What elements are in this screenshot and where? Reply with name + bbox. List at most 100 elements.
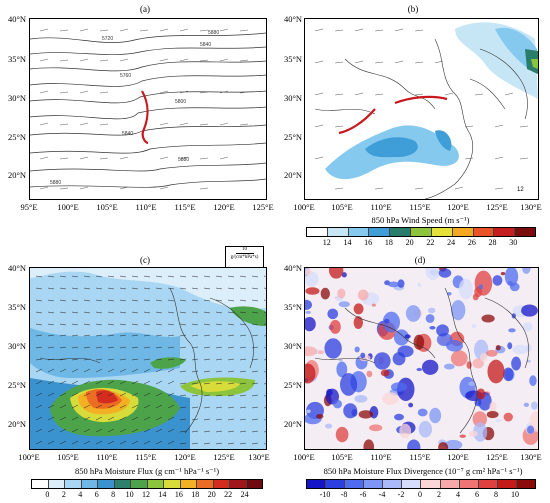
colorbar-title: 850 hPa Moisture Flux (g cm⁻¹ hPa⁻¹ s⁻¹) [74,466,220,476]
x-tick: 110°E [96,452,118,462]
x-tick: 125°E [213,452,235,462]
colorbar-tick: -2 [397,490,405,499]
y-tick: 20°N [7,170,26,180]
colorbar-segment [516,480,535,488]
x-tick: 120°E [213,202,235,212]
colorbar-segment [98,480,115,488]
colorbar-segment [131,480,148,488]
colorbar [31,479,263,489]
contour-label: 5720 [102,36,113,42]
x-tick: 115°E [409,202,431,212]
x-tick: 105°E [331,452,353,462]
colorbar-segment [114,480,131,488]
colorbar-tick: 18 [384,238,393,247]
colorbar-tick: 22 [426,238,435,247]
x-tick: 115°E [135,452,157,462]
x-tick: 120°E [447,452,469,462]
y-tick: 40°N [283,14,302,24]
x-tick: 95°E [20,202,38,212]
corner-value: 12 [517,187,524,193]
colorbar-tick: 8 [494,490,498,499]
contour-label: 5760 [120,73,131,79]
x-tick: 130°E [520,202,542,212]
colorbar [306,479,536,489]
x-tick: 125°E [252,202,274,212]
colorbar-tick: 24 [447,238,456,247]
colorbar-segment [65,480,82,488]
y-tick: 40°N [7,14,26,24]
colorbar-segment [440,480,460,488]
colorbar-segment [180,480,197,488]
colorbar-segment [32,480,49,488]
moisture-flux-divergence-map [304,267,539,450]
wind-speed-map: 12 [304,18,539,200]
colorbar-tick: 4 [456,490,460,499]
colorbar-segment [452,228,474,236]
colorbar-segment [213,480,230,488]
colorbar-tick: 24 [240,490,249,499]
panel-label: (d) [414,255,426,265]
x-tick: 120°E [447,202,469,212]
y-tick: 35°N [283,54,302,64]
colorbar-segment [230,480,247,488]
colorbar-segment [307,228,328,236]
x-tick: 115°E [409,452,431,462]
colorbar-tick: 6 [94,490,99,499]
colorbar-tick: 0 [45,490,50,499]
y-tick: 40°N [7,263,26,273]
colorbar-tick: 10 [125,490,134,499]
contour-label: 5840 [200,42,211,48]
colorbar-segment [494,228,516,236]
colorbar-segment [81,480,98,488]
contour-label: 5880 [178,157,189,163]
colorbar-tick: 0 [418,490,422,499]
colorbar-segment [421,480,441,488]
y-tick: 30°N [283,341,302,351]
colorbar-tick: 22 [224,490,233,499]
colorbar-segment [497,480,517,488]
y-tick: 20°N [283,419,302,429]
colorbar-tick: 14 [158,490,167,499]
colorbar-segment [473,228,495,236]
colorbar-segment [48,480,65,488]
y-tick: 35°N [7,54,26,64]
panel-label: (b) [407,4,419,14]
colorbar-segment [383,480,403,488]
colorbar-tick: 6 [475,490,479,499]
colorbar-segment [197,480,214,488]
colorbar-segment [246,480,262,488]
colorbar-segment [369,228,391,236]
colorbar-tick: 12 [322,238,331,247]
colorbar-segment [164,480,181,488]
panel-label: (c) [140,255,150,265]
x-tick: 100°E [18,452,40,462]
colorbar-segment [390,228,412,236]
y-tick: 25°N [7,132,26,142]
shear-line-west [338,108,376,135]
colorbar-segment [402,480,422,488]
colorbar-segment [459,480,479,488]
contour-label: 5840 [122,131,133,137]
reference-vector-unit: g/(cm*hPa*s) [230,255,259,260]
x-tick: 105°E [96,202,118,212]
x-tick: 110°E [370,202,392,212]
colorbar-segment [411,228,432,236]
x-tick: 110°E [370,452,392,462]
colorbar-tick: 16 [364,238,373,247]
x-tick: 125°E [486,452,508,462]
panel-label: (a) [140,4,150,14]
reference-vector-arrow [235,253,254,254]
trough-line [141,90,149,145]
y-tick: 25°N [283,380,302,390]
colorbar-tick: 18 [191,490,200,499]
y-tick: 30°N [7,93,26,103]
x-tick: 100°E [293,202,315,212]
y-tick: 35°N [7,302,26,312]
x-tick: 130°E [520,452,542,462]
x-tick: 110°E [135,202,157,212]
contour-label: 5800 [175,99,186,105]
colorbar-tick: 20 [207,490,216,499]
x-tick: 120°E [174,452,196,462]
colorbar-segment [515,228,535,236]
y-tick: 25°N [7,380,26,390]
